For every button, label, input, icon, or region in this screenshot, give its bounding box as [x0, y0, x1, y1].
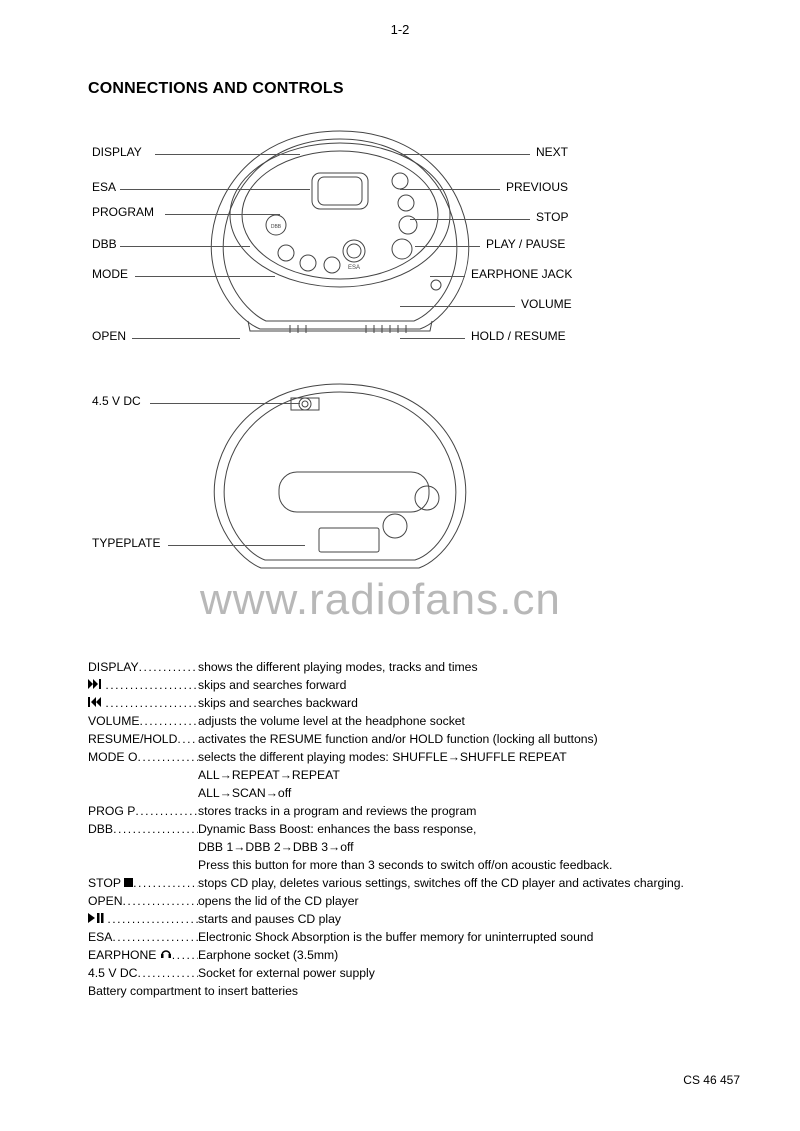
- callout-label: STOP: [536, 210, 568, 224]
- definition-row: EARPHONE ..............................E…: [88, 946, 708, 964]
- definition-row: PROG P ..............................sto…: [88, 802, 708, 820]
- definition-desc: stops CD play, deletes various settings,…: [198, 874, 708, 892]
- definition-term: [88, 676, 105, 694]
- definition-term: DBB: [88, 820, 113, 838]
- footer-code: CS 46 457: [683, 1073, 740, 1087]
- diagram-bottom: 4.5 V DC TYPEPLATE: [0, 380, 800, 590]
- definition-term: DISPLAY: [88, 658, 139, 676]
- callout-label: PLAY / PAUSE: [486, 237, 565, 251]
- definition-row: DISPLAY ..............................sh…: [88, 658, 708, 676]
- callout-label: PREVIOUS: [506, 180, 568, 194]
- definition-desc: Electronic Shock Absorption is the buffe…: [198, 928, 708, 946]
- definition-row: RESUME/HOLD ....activates the RESUME fun…: [88, 730, 708, 748]
- definition-term: VOLUME: [88, 712, 139, 730]
- definition-desc: Earphone socket (3.5mm): [198, 946, 708, 964]
- manual-page: 1-2 CONNECTIONS AND CONTROLS: [0, 0, 800, 1131]
- definition-desc: stores tracks in a program and reviews t…: [198, 802, 708, 820]
- definition-row: ..............................starts and…: [88, 910, 708, 928]
- definition-desc: opens the lid of the CD player: [198, 892, 708, 910]
- definition-desc: selects the different playing modes: SHU…: [198, 748, 708, 784]
- definition-term: RESUME/HOLD: [88, 730, 177, 748]
- callout-label: HOLD / RESUME: [471, 329, 566, 343]
- definition-term: [88, 910, 107, 928]
- definition-row: OPEN ..............................opens…: [88, 892, 708, 910]
- definition-desc: Socket for external power supply: [198, 964, 708, 982]
- section-heading: CONNECTIONS AND CONTROLS: [88, 80, 344, 98]
- definition-term: [88, 694, 105, 712]
- definition-desc: Dynamic Bass Boost: enhances the bass re…: [198, 820, 708, 838]
- callout-label: NEXT: [536, 145, 568, 159]
- definition-row: ESA ..............................Electr…: [88, 928, 708, 946]
- callout-label: VOLUME: [521, 297, 572, 311]
- definition-desc: activates the RESUME function and/or HOL…: [198, 730, 708, 748]
- diagram-top: ESA DBB DISPLAYESAPROGRAMDBBMODEOPEN NEX…: [0, 125, 800, 365]
- definition-term: MODE O: [88, 748, 137, 766]
- definition-row: ..............................skips and …: [88, 676, 708, 694]
- definition-term: EARPHONE: [88, 946, 172, 964]
- definition-term: STOP: [88, 874, 133, 892]
- definition-desc: skips and searches backward: [198, 694, 708, 712]
- definition-line: Battery compartment to insert batteries: [88, 982, 708, 1000]
- definition-term: ESA: [88, 928, 112, 946]
- definition-row: MODE O ..............................sel…: [88, 748, 708, 784]
- definitions-list: DISPLAY ..............................sh…: [88, 658, 708, 1000]
- definition-term: PROG P: [88, 802, 135, 820]
- definition-row: 4.5 V DC ..............................S…: [88, 964, 708, 982]
- definition-term: OPEN: [88, 892, 123, 910]
- definition-desc: starts and pauses CD play: [198, 910, 708, 928]
- definition-row: VOLUME ..............................adj…: [88, 712, 708, 730]
- definition-term: 4.5 V DC: [88, 964, 137, 982]
- callout-label: TYPEPLATE: [92, 536, 160, 550]
- definition-row: ..............................skips and …: [88, 694, 708, 712]
- callout-label: 4.5 V DC: [92, 394, 141, 408]
- definition-desc: adjusts the volume level at the headphon…: [198, 712, 708, 730]
- callout-label: EARPHONE JACK: [471, 267, 572, 281]
- definition-row: DBB ..............................Dynami…: [88, 820, 708, 838]
- definition-desc: shows the different playing modes, track…: [198, 658, 708, 676]
- definition-desc: skips and searches forward: [198, 676, 708, 694]
- page-number: 1-2: [0, 22, 800, 37]
- definition-row: STOP ..............................stops…: [88, 874, 708, 892]
